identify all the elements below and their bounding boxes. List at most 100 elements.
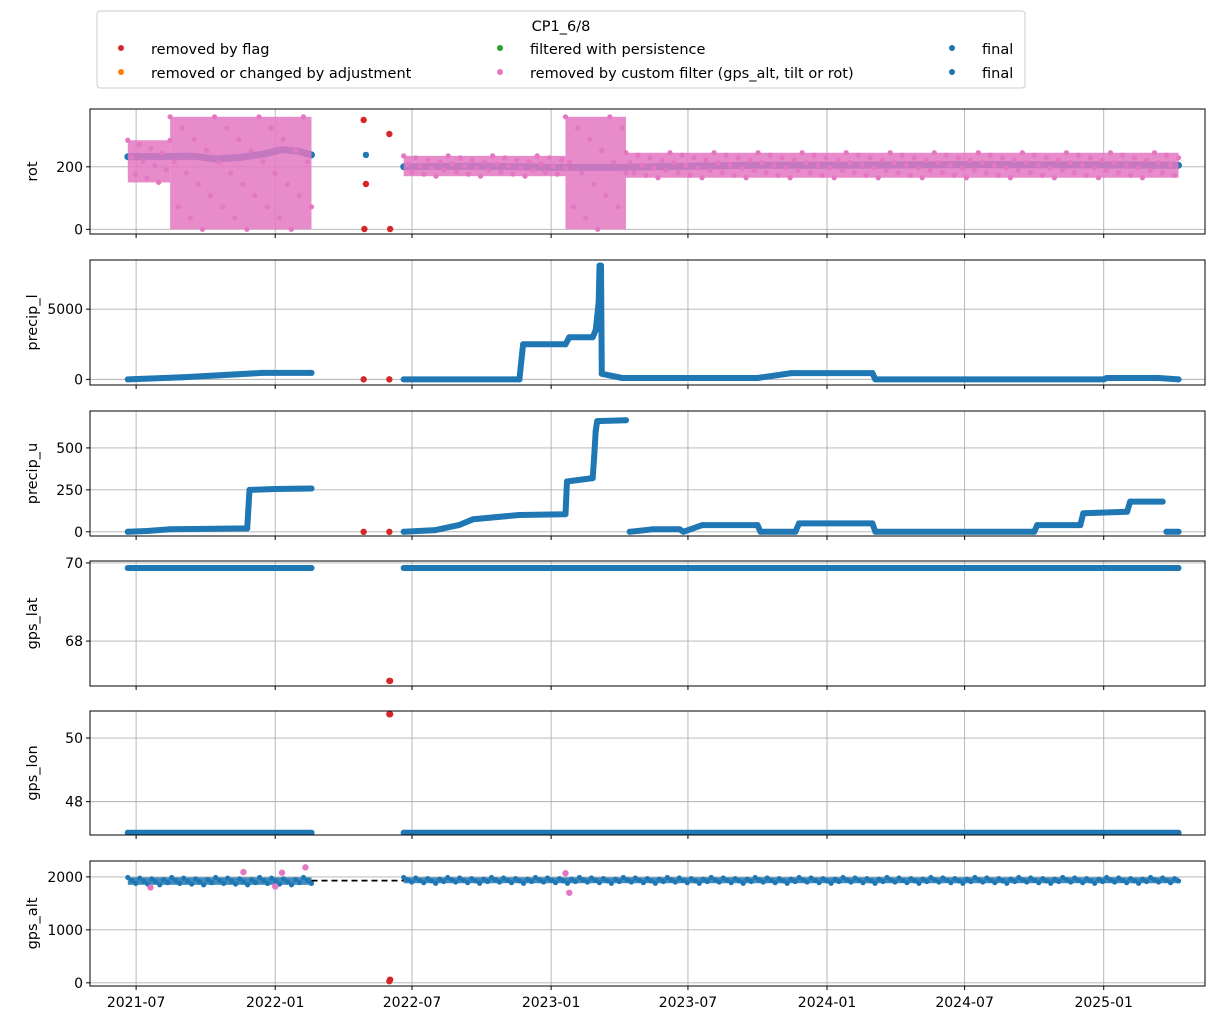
data-point [1092,880,1098,886]
data-point [916,880,922,886]
data-point [812,877,818,883]
data-point [530,167,536,173]
data-point [465,880,471,886]
legend-title: CP1_6/8 [532,19,591,35]
data-point [548,877,555,883]
data-point [715,160,721,166]
data-point [632,875,638,881]
data-point [760,879,766,885]
data-point [401,153,407,159]
legend-entry: filtered with persistence [497,42,706,58]
panel-rot: 0 200 rot [25,108,1206,238]
data-point [136,141,142,148]
data-point [386,376,393,383]
data-point [640,880,646,886]
legend-marker [949,69,955,75]
data-point [386,711,394,718]
data-point [264,880,271,886]
data-point [195,181,202,187]
data-point [655,175,661,181]
data-point [995,172,1001,178]
data-point [185,878,191,884]
y-tick-label: 5000 [47,302,83,318]
data-point [1047,165,1054,171]
data-point [1175,565,1182,572]
data-point [928,874,934,881]
data-point [1103,374,1110,381]
data-point [292,147,298,154]
y-tick-label: 0 [74,976,83,992]
data-point [268,875,275,881]
series-removed-by-flag [360,528,393,536]
data-point [652,880,658,886]
data-point [999,155,1005,161]
data-point [1143,878,1150,885]
data-point [627,160,633,166]
legend-entry: removed by custom filter (gps_alt, tilt … [497,66,854,82]
data-point [1034,522,1041,529]
data-point [308,565,315,572]
data-point [421,880,427,886]
data-point [1019,150,1025,156]
data-point [1039,172,1045,178]
data-point [148,146,154,152]
data-point [268,125,274,131]
data-point [1080,880,1086,886]
data-point [129,154,135,160]
data-point [141,878,147,884]
data-line [124,485,315,535]
data-point [546,155,552,161]
data-point [405,161,411,167]
data-point [470,516,477,523]
data-point [1175,829,1182,835]
data-point [619,374,626,381]
data-point [308,204,315,210]
y-tick-label: 500 [56,441,83,457]
data-point [437,876,443,882]
data-point [832,876,838,882]
data-point [843,150,849,156]
data-point [504,877,511,883]
data-point [591,181,597,187]
data-point [1151,877,1158,883]
data-point [484,878,491,885]
data-point [863,172,869,178]
data-point [803,160,809,166]
data-point [562,511,569,518]
data-point [871,165,877,171]
data-point [755,150,761,156]
data-point [919,175,925,181]
data-point [679,152,685,158]
data-point [1051,175,1058,181]
data-point [490,153,496,159]
data-point [728,880,734,886]
data-point [611,159,617,165]
data-point [712,877,718,883]
data-point [1064,877,1070,883]
plot-area [125,864,1182,985]
data-point [980,879,986,885]
data-point [1055,157,1062,163]
data-point [920,876,926,882]
y-axis-label: precip_u [25,443,41,504]
data-point [246,486,253,493]
data-point [1083,172,1090,178]
series-removed-by-flag [386,976,394,985]
y-tick-label: 200 [56,160,83,176]
data-point [1024,879,1030,885]
data-point [763,170,769,176]
data-point [996,875,1002,882]
data-point [948,880,954,886]
data-point [580,877,587,883]
data-point [767,152,773,158]
data-point [816,880,822,886]
data-point [522,173,528,179]
data-point [124,376,131,383]
data-point [839,167,845,173]
data-point [667,150,673,156]
data-point [167,526,174,533]
data-point [278,869,286,876]
data-point [224,125,230,131]
data-point [465,171,472,177]
data-point [791,157,797,163]
